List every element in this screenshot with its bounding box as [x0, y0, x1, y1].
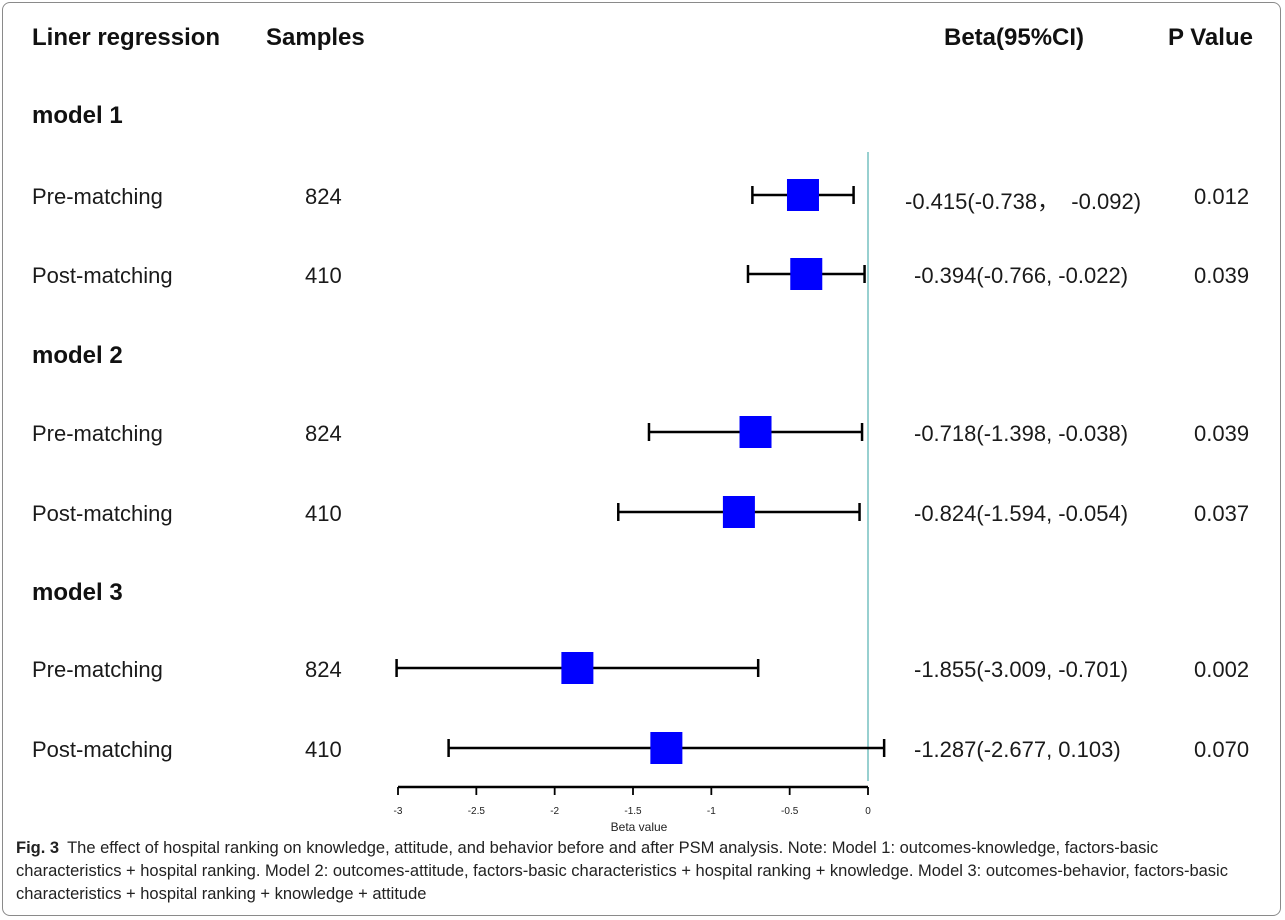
model-1-label: model 1: [32, 102, 123, 129]
header-liner-regression: Liner regression: [32, 24, 221, 51]
header-beta-ci: Beta(95%CI): [944, 24, 1085, 51]
figure-label: Fig. 3: [16, 839, 60, 857]
row-samples: 824: [305, 184, 342, 209]
x-tick-label: -1: [707, 806, 716, 817]
row-p-value: 0.002: [1194, 657, 1250, 682]
x-tick-label: -2.5: [468, 806, 486, 817]
beta-marker: [722, 496, 755, 528]
x-axis-label: Beta value: [611, 820, 668, 834]
row-beta-ci: -0.394(-0.766, -0.022): [914, 263, 1129, 288]
row-beta-ci: -0.824(-1.594, -0.054): [914, 501, 1129, 526]
header-samples: Samples: [266, 24, 365, 51]
forest-plot: -3 -2.5 -2 -1.5 -1 -0.5 0 Beta value: [394, 152, 886, 834]
row-group-label: Pre-matching: [32, 184, 163, 209]
row-beta-ci: -1.287(-2.677, 0.103): [914, 737, 1121, 762]
row-samples: 824: [305, 657, 342, 682]
row-group-label: Post-matching: [32, 737, 173, 762]
row-group-label: Post-matching: [32, 263, 173, 288]
beta-marker: [650, 732, 683, 764]
x-tick-label: -3: [394, 806, 403, 817]
row-p-value: 0.037: [1194, 501, 1250, 526]
row-beta-ci: -1.855(-3.009, -0.701): [914, 657, 1129, 682]
row-samples: 410: [305, 263, 342, 288]
model-2-label: model 2: [32, 342, 123, 369]
header-p-value: P Value: [1168, 24, 1253, 51]
beta-marker: [786, 179, 819, 211]
row-p-value: 0.039: [1194, 421, 1250, 446]
model-3-label: model 3: [32, 579, 123, 606]
row-group-label: Post-matching: [32, 501, 173, 526]
row-p-value: 0.039: [1194, 263, 1250, 288]
x-tick-label: -2: [550, 806, 559, 817]
beta-marker: [790, 258, 823, 290]
caption-text: The effect of hospital ranking on knowle…: [16, 839, 1228, 903]
beta-marker: [561, 652, 594, 684]
beta-marker: [739, 416, 772, 448]
x-tick-label: 0: [865, 806, 871, 817]
row-p-value: 0.012: [1194, 184, 1250, 209]
row-samples: 824: [305, 421, 342, 446]
row-beta-ci: -0.718(-1.398, -0.038): [914, 421, 1129, 446]
row-samples: 410: [305, 737, 342, 762]
figure-caption: Fig. 3 The effect of hospital ranking on …: [16, 837, 1266, 906]
row-group-label: Pre-matching: [32, 657, 163, 682]
row-p-value: 0.070: [1194, 737, 1250, 762]
row-samples: 410: [305, 501, 342, 526]
row-beta-ci: -0.415(-0.738， -0.092): [905, 189, 1142, 214]
x-tick-label: -1.5: [624, 806, 642, 817]
x-tick-label: -0.5: [781, 806, 799, 817]
row-group-label: Pre-matching: [32, 421, 163, 446]
